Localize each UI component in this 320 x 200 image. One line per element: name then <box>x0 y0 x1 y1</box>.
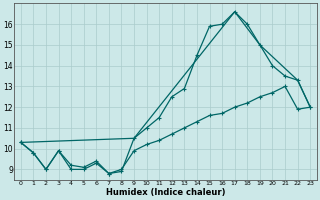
X-axis label: Humidex (Indice chaleur): Humidex (Indice chaleur) <box>106 188 225 197</box>
